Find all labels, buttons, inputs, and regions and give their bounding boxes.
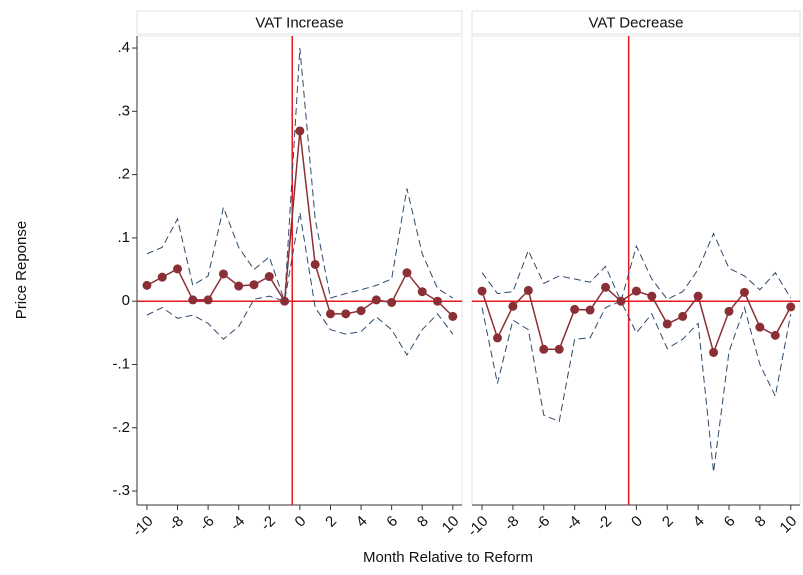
point	[693, 291, 703, 301]
plot-frame	[136, 35, 463, 506]
y-tick-label: .1	[117, 229, 130, 246]
point	[523, 285, 533, 295]
point	[402, 268, 412, 278]
x-tick-label: -4	[227, 513, 248, 534]
point	[601, 282, 611, 292]
x-tick-label: 2	[322, 513, 340, 531]
point	[188, 295, 198, 305]
x-axis-label: Month Relative to Reform	[363, 549, 533, 566]
x-tick-label: -2	[257, 513, 278, 534]
x-tick-label: -6	[532, 513, 553, 534]
x-tick-label: -10	[129, 513, 156, 540]
y-tick-label: .2	[117, 166, 130, 183]
point	[554, 344, 564, 354]
panel-header	[136, 10, 463, 35]
point	[249, 280, 259, 290]
point	[616, 296, 626, 306]
x-tick-label: -8	[166, 513, 187, 534]
point	[387, 297, 397, 307]
point	[709, 347, 719, 357]
x-tick-label: 0	[628, 513, 646, 531]
point	[585, 305, 595, 315]
y-tick-label: .3	[117, 102, 130, 119]
x-tick-label: 8	[414, 513, 432, 531]
point	[662, 319, 672, 329]
point	[724, 306, 734, 316]
point	[218, 269, 228, 279]
y-tick-label: 0	[122, 292, 130, 309]
point	[417, 287, 427, 297]
point	[631, 286, 641, 296]
point	[647, 291, 657, 301]
x-tick-label: -6	[196, 513, 217, 534]
point	[341, 309, 351, 319]
point	[786, 302, 796, 312]
x-tick-label: -2	[594, 513, 615, 534]
estimate-line	[481, 286, 792, 355]
point	[433, 296, 443, 306]
y-axis-label: Price Reponse	[13, 221, 30, 319]
x-tick-label: -10	[464, 513, 491, 540]
point	[739, 287, 749, 297]
point	[371, 295, 381, 305]
point	[678, 311, 688, 321]
ci-line	[481, 300, 792, 473]
point	[264, 272, 274, 282]
x-tick-label: 10	[777, 513, 801, 537]
point	[173, 264, 183, 274]
x-tick-label: 2	[659, 513, 677, 531]
y-tick-label: -.1	[112, 355, 130, 372]
x-tick-label: 0	[292, 513, 310, 531]
plot-frame	[471, 35, 801, 506]
x-tick-label: 4	[353, 513, 371, 531]
point	[157, 272, 167, 282]
point	[539, 344, 549, 354]
point	[280, 296, 290, 306]
y-tick-label: .4	[117, 39, 130, 56]
x-tick-label: 6	[721, 513, 739, 531]
point	[508, 301, 518, 311]
point	[234, 281, 244, 291]
x-tick-label: 8	[752, 513, 770, 531]
ci-line	[481, 232, 792, 303]
point	[310, 259, 320, 269]
y-tick-label: -.2	[112, 419, 130, 436]
point	[203, 295, 213, 305]
x-tick-label: 10	[439, 513, 463, 537]
estimate-line	[146, 130, 454, 317]
x-tick-label: -4	[563, 513, 584, 534]
point	[492, 333, 502, 343]
point	[755, 322, 765, 332]
panel-title: VAT Increase	[255, 14, 343, 31]
ci-line	[146, 212, 454, 356]
point	[142, 280, 152, 290]
point	[356, 306, 366, 316]
x-tick-label: 6	[383, 513, 401, 531]
ci-line	[146, 47, 454, 302]
y-tick-label: -.3	[112, 482, 130, 499]
x-tick-label: -8	[501, 513, 522, 534]
point	[477, 286, 487, 296]
point	[325, 309, 335, 319]
x-tick-label: 4	[690, 513, 708, 531]
point	[570, 304, 580, 314]
panel-title: VAT Decrease	[588, 14, 683, 31]
point	[295, 126, 305, 136]
panel-header	[471, 10, 801, 35]
point	[770, 330, 780, 340]
point	[448, 311, 458, 321]
